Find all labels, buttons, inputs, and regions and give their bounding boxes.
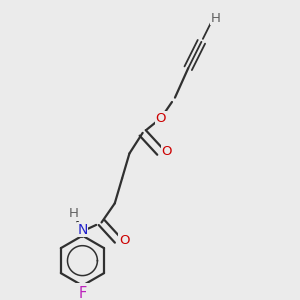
Text: N: N — [77, 223, 88, 237]
Text: H: H — [211, 12, 221, 25]
Text: O: O — [119, 234, 129, 247]
Text: O: O — [161, 146, 172, 158]
Text: O: O — [156, 112, 166, 125]
Text: F: F — [78, 286, 87, 300]
Text: H: H — [69, 207, 79, 220]
